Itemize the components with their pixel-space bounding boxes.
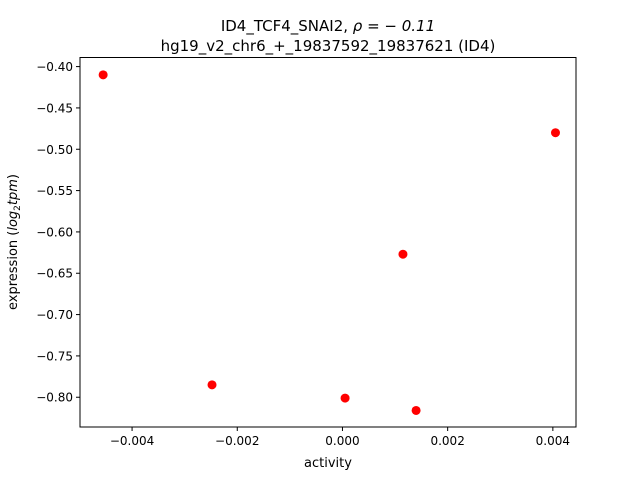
y-tick-label: −0.70 [36,308,73,322]
data-point [207,380,217,390]
data-point [411,405,421,415]
x-tick-label: −0.002 [215,434,259,448]
x-axis-label: activity [304,456,352,471]
chart-title-line1: ID4_TCF4_SNAI2, ρ = − 0.11 [221,17,435,36]
x-tick-label: −0.004 [110,434,154,448]
y-tick-label: −0.50 [36,143,73,157]
y-tick-label: −0.65 [36,267,73,281]
y-axis-label: expression (log2tpm) [6,174,23,310]
axes-frame [79,57,577,428]
y-tick-label: −0.60 [36,225,73,239]
x-tick-label: 0.000 [325,434,359,448]
data-point [550,128,560,138]
data-point [340,393,350,403]
x-tick-label: 0.004 [536,434,570,448]
y-tick-label: −0.55 [36,184,73,198]
data-point [398,249,408,259]
y-tick-label: −0.40 [36,60,73,74]
y-tick-label: −0.80 [36,391,73,405]
data-point [98,70,108,80]
chart-title-line2: hg19_v2_chr6_+_19837592_19837621 (ID4) [161,37,496,56]
x-tick-label: 0.002 [430,434,464,448]
y-tick-label: −0.75 [36,349,73,363]
y-tick-label: −0.45 [36,101,73,115]
